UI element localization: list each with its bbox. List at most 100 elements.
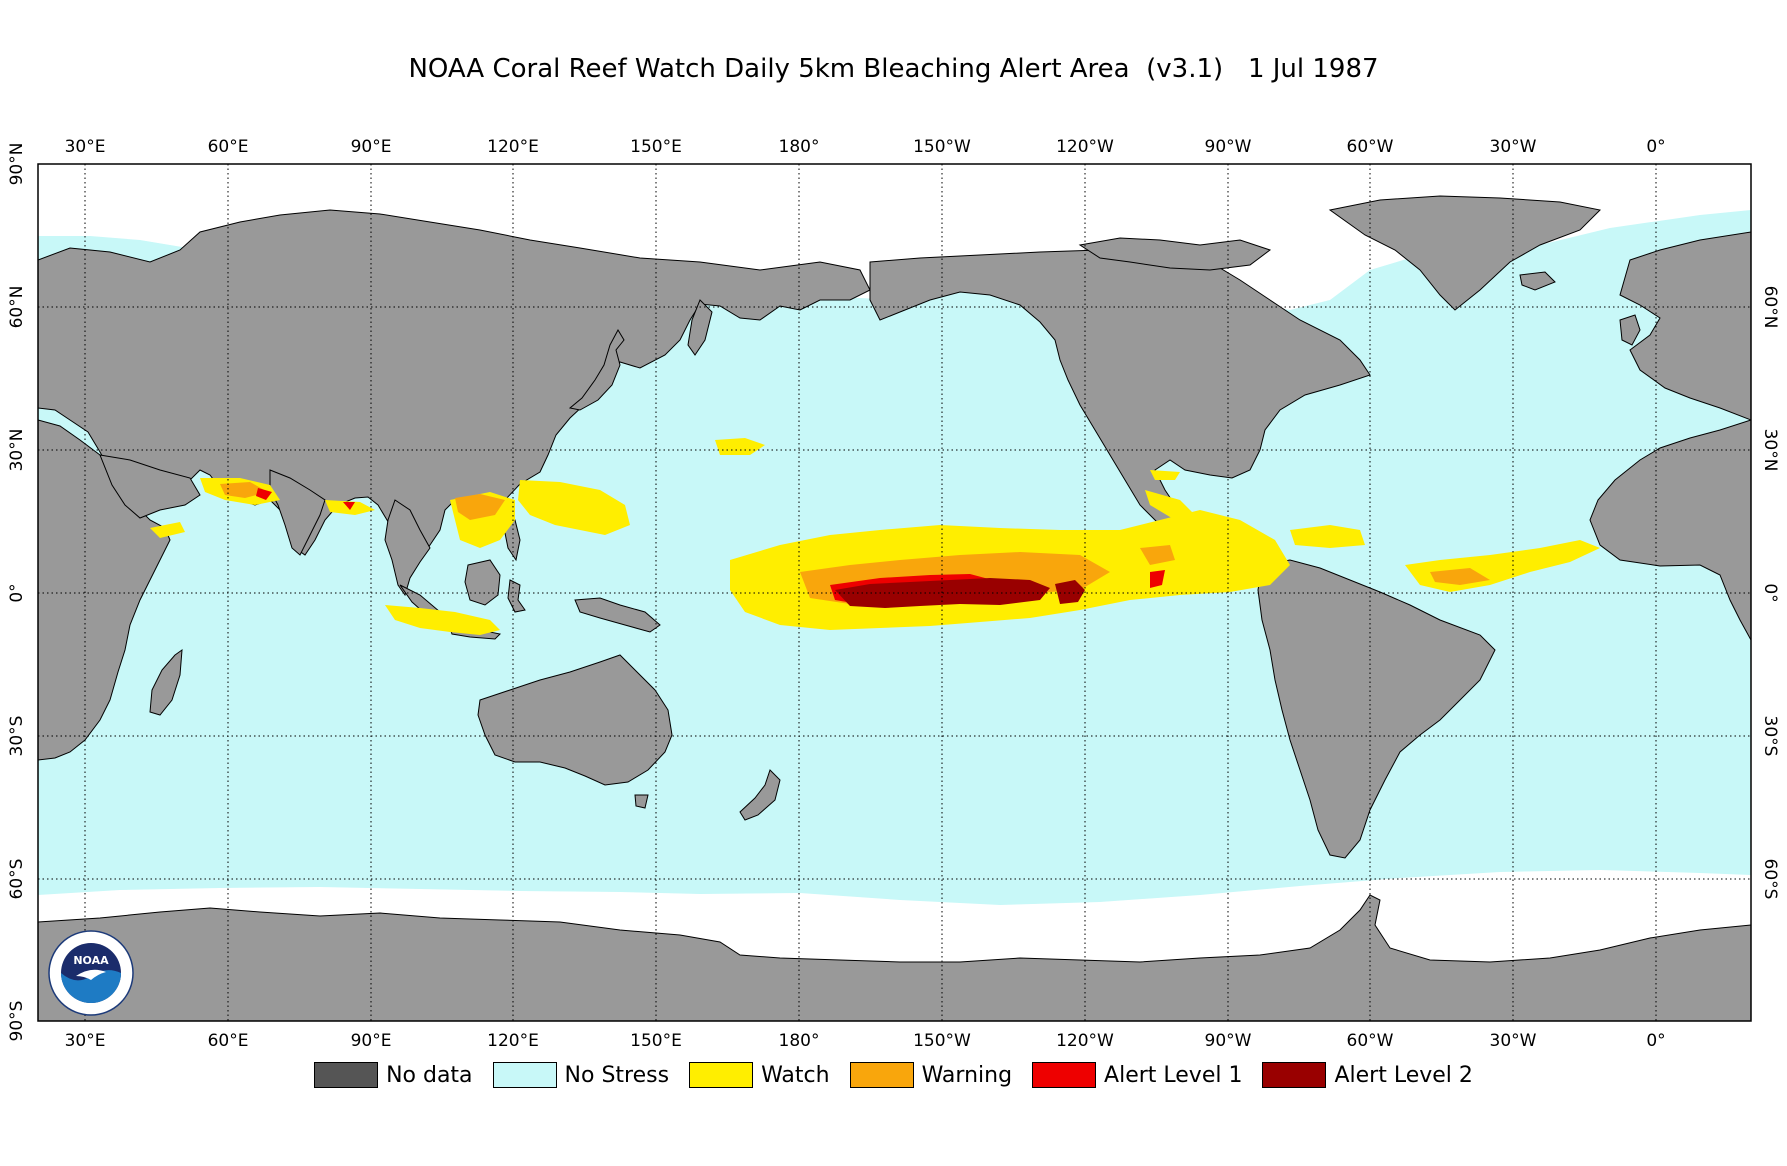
- land: [38, 195, 1751, 1021]
- lon-label: 90°W: [1205, 1031, 1252, 1050]
- legend-swatch: [849, 1062, 914, 1088]
- noaa-logo-text: NOAA: [73, 954, 109, 967]
- new-zealand: [739, 769, 781, 821]
- watch-caribbean: [1290, 525, 1365, 548]
- tasmania: [634, 794, 649, 809]
- lat-label: 60°N: [7, 286, 27, 329]
- iceland: [1519, 271, 1556, 291]
- lat-label: 30°S: [1760, 716, 1780, 757]
- lat-label: 90°N: [7, 143, 27, 186]
- arabia: [99, 454, 201, 519]
- lon-label: 120°E: [487, 1031, 539, 1050]
- lon-label: 60°E: [208, 1031, 249, 1050]
- watch-north-pacific: [715, 438, 765, 455]
- legend-swatch: [1032, 1062, 1097, 1088]
- noaa-logo: NOAA: [48, 930, 134, 1016]
- legend-swatch: [1262, 1062, 1327, 1088]
- lon-label: 150°W: [913, 137, 971, 157]
- lon-label: 90°E: [351, 1031, 392, 1050]
- lon-labels-top: 30°E 60°E 90°E 120°E 150°E 180° 150°W 12…: [65, 137, 1666, 157]
- legend-label: No data: [386, 1062, 473, 1088]
- legend-item-alert-level-1: Alert Level 1: [1032, 1062, 1242, 1088]
- australia: [477, 654, 673, 786]
- map-title: NOAA Coral Reef Watch Daily 5km Bleachin…: [408, 54, 1379, 84]
- lon-label: 150°W: [913, 1031, 971, 1050]
- antarctica: [38, 894, 1751, 1021]
- south-america: [1257, 559, 1496, 859]
- madagascar: [149, 648, 183, 716]
- legend-item-no-data: No data: [314, 1062, 473, 1088]
- lon-label: 0°: [1646, 1031, 1665, 1050]
- alert2-east-central-pacific: [1055, 580, 1085, 604]
- lon-label: 150°E: [630, 137, 682, 157]
- legend: No data No Stress Watch Warning Alert Le…: [0, 1062, 1787, 1088]
- alert1-arabian-sea: [256, 488, 272, 500]
- india: [269, 469, 326, 556]
- legend-swatch: [314, 1062, 379, 1088]
- lat-label: 60°S: [1760, 859, 1780, 900]
- lon-label: 60°E: [208, 137, 249, 157]
- watch-mexico-coast: [1145, 490, 1200, 520]
- sulawesi: [507, 579, 526, 613]
- watch-west-pacific: [518, 480, 630, 535]
- watch-red-sea: [150, 522, 185, 538]
- legend-item-warning: Warning: [849, 1062, 1013, 1088]
- legend-label: Warning: [921, 1062, 1013, 1088]
- japan: [568, 328, 625, 411]
- alert1-east-pacific: [1150, 570, 1165, 588]
- africa-west: [1589, 419, 1751, 641]
- legend-label: No Stress: [564, 1062, 670, 1088]
- lon-label: 30°E: [65, 137, 106, 157]
- graticule: [38, 164, 1751, 1021]
- indochina: [384, 499, 431, 597]
- bleaching-alert-map: 30°E 60°E 90°E 120°E 150°E 180° 150°W 12…: [7, 137, 1780, 1050]
- lon-label: 120°W: [1056, 137, 1114, 157]
- lon-label: 30°E: [65, 1031, 106, 1050]
- lat-label: 60°S: [7, 859, 27, 900]
- watch-indonesia: [385, 605, 500, 635]
- warning-east-pacific: [1140, 545, 1175, 565]
- lat-label: 30°N: [1760, 429, 1780, 472]
- lon-label: 180°: [779, 1031, 820, 1050]
- canadian-arctic: [1078, 237, 1272, 271]
- europe: [1619, 231, 1751, 421]
- lat-label: 30°N: [7, 429, 27, 472]
- lon-label: 60°W: [1347, 137, 1394, 157]
- legend-item-watch: Watch: [689, 1062, 830, 1088]
- legend-label: Watch: [761, 1062, 830, 1088]
- lon-label: 120°E: [487, 137, 539, 157]
- lon-labels-bottom: 30°E 60°E 90°E 120°E 150°E 180° 150°W 12…: [65, 1031, 1666, 1050]
- lon-label: 30°W: [1490, 137, 1537, 157]
- lon-label: 90°W: [1205, 137, 1252, 157]
- alert1-bay-bengal: [343, 502, 355, 510]
- legend-label: Alert Level 2: [1334, 1062, 1473, 1088]
- warning-arabian-sea: [220, 482, 268, 498]
- uk: [1619, 314, 1641, 346]
- greenland: [1328, 195, 1602, 311]
- lon-label: 120°W: [1056, 1031, 1114, 1050]
- lon-label: 0°: [1646, 137, 1665, 157]
- warning-south-china-sea: [455, 494, 505, 520]
- lon-label: 180°: [779, 137, 820, 157]
- lat-label: 0°: [1760, 583, 1780, 602]
- lat-labels-left: 90°N 60°N 30°N 0° 30°S 60°S 90°S: [7, 143, 27, 1042]
- kamchatka: [687, 299, 713, 356]
- legend-swatch: [492, 1062, 557, 1088]
- lon-label: 90°E: [351, 137, 392, 157]
- legend-item-no-stress: No Stress: [492, 1062, 670, 1088]
- new-guinea: [574, 597, 661, 633]
- lon-label: 60°W: [1347, 1031, 1394, 1050]
- lat-label: 0°: [7, 583, 27, 602]
- lat-label: 60°N: [1760, 286, 1780, 329]
- lon-label: 150°E: [630, 1031, 682, 1050]
- warning-atlantic: [1430, 568, 1490, 585]
- legend-label: Alert Level 1: [1104, 1062, 1243, 1088]
- watch-gulf-mexico: [1150, 470, 1180, 480]
- lat-label: 90°S: [7, 1001, 27, 1042]
- legend-item-alert-level-2: Alert Level 2: [1262, 1062, 1473, 1088]
- lon-label: 30°W: [1490, 1031, 1537, 1050]
- lat-labels-right: 60°N 30°N 0° 30°S 60°S: [1760, 286, 1780, 900]
- borneo: [464, 559, 501, 606]
- lat-label: 30°S: [7, 716, 27, 757]
- map-frame: [37, 163, 1752, 1022]
